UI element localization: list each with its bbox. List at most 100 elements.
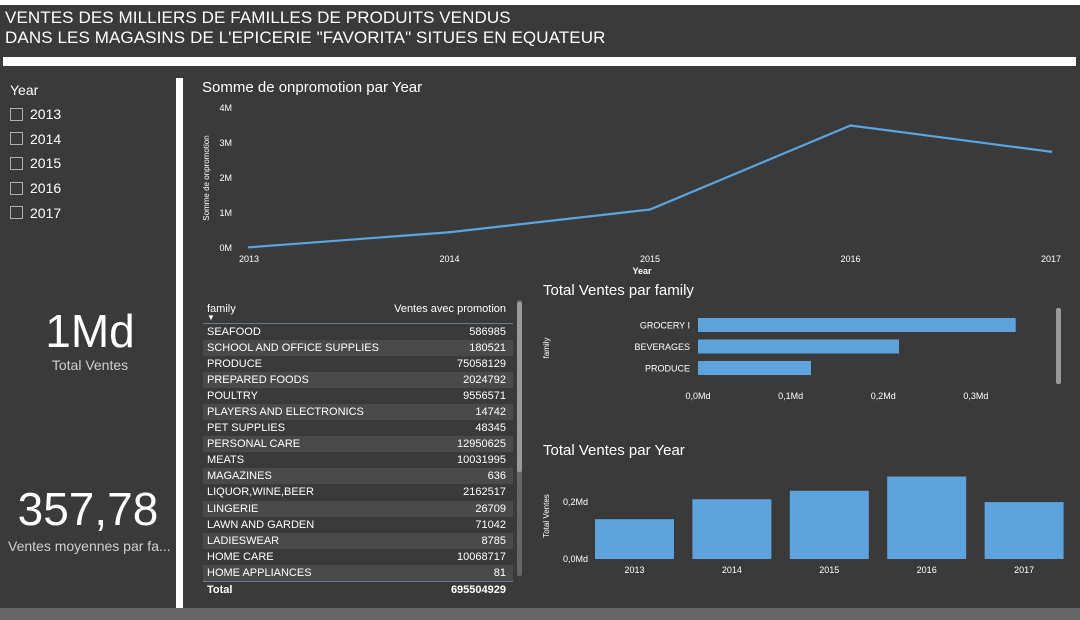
table-row[interactable]: MEATS 10031995	[203, 452, 513, 468]
table-row[interactable]: PERSONAL CARE 12950625	[203, 436, 513, 453]
table-row[interactable]: PREPARED FOODS 2024792	[203, 372, 513, 389]
data-point	[648, 208, 652, 211]
checkbox-icon[interactable]	[10, 181, 23, 195]
year-slicer: Year 2013 2014 2015 2016 2017	[10, 82, 160, 225]
table-row[interactable]: PRODUCE 75058129	[203, 356, 513, 372]
report-title-line-1: VENTES DES MILLIERS DE FAMILLES DE PRODU…	[5, 8, 511, 27]
table-cell-ventes: 2024792	[463, 374, 506, 387]
table-cell-ventes: 81	[493, 566, 506, 579]
data-point	[1049, 150, 1053, 153]
x-tick-label: 0,2Md	[871, 391, 896, 401]
table-row[interactable]: PET SUPPLIES 48345	[203, 420, 513, 436]
checkbox-icon[interactable]	[10, 156, 23, 170]
column-header-family[interactable]: family	[207, 303, 236, 315]
y-axis-title: Somme de onpromotion	[202, 135, 211, 220]
slicer-item-2016[interactable]: 2016	[10, 176, 160, 201]
table-row[interactable]: MAGAZINES 636	[203, 468, 513, 485]
table-cell-family: HOME APPLIANCES	[207, 566, 312, 579]
table-total-label: Total	[207, 583, 233, 596]
table-row[interactable]: PLAYERS AND ELECTRONICS 14742	[203, 404, 513, 421]
y-tick-label: 4M	[219, 103, 232, 113]
checkbox-icon[interactable]	[10, 206, 23, 220]
table-total-row: Total 695504929	[203, 580, 513, 597]
table-scrollbar[interactable]	[517, 300, 522, 576]
x-tick-label: 2015	[819, 565, 839, 575]
category-label: PRODUCE	[645, 364, 690, 374]
table-cell-ventes: 26709	[475, 502, 506, 515]
table-cell-ventes: 10031995	[457, 454, 506, 467]
x-tick-label: 2017	[1014, 565, 1034, 575]
total-ventes-label: Total Ventes	[51, 357, 129, 373]
table-row[interactable]: LINGERIE 26709	[203, 500, 513, 517]
table-cell-family: MEATS	[207, 454, 245, 467]
table-cell-ventes: 10068717	[457, 550, 506, 563]
column-header-ventes-promotion[interactable]: Ventes avec promotion	[394, 303, 506, 315]
table-scrollbar-thumb[interactable]	[517, 302, 522, 472]
table-cell-family: PERSONAL CARE	[207, 438, 301, 451]
slicer-item-2013[interactable]: 2013	[10, 102, 160, 127]
table-cell-ventes: 636	[487, 470, 506, 483]
table-cell-family: PREPARED FOODS	[207, 374, 309, 387]
table-cell-family: PET SUPPLIES	[207, 422, 286, 435]
table-cell-family: LAWN AND GARDEN	[207, 518, 315, 531]
table-row[interactable]: SCHOOL AND OFFICE SUPPLIES 180521	[203, 340, 513, 357]
x-tick-label: 0,3Md	[963, 391, 988, 401]
table-row[interactable]: SEAFOOD 586985	[203, 324, 513, 340]
table-cell-family: SCHOOL AND OFFICE SUPPLIES	[207, 342, 379, 355]
table-cell-ventes: 2162517	[463, 486, 506, 499]
x-tick-label: 0,0Md	[685, 391, 710, 401]
checkbox-icon[interactable]	[10, 107, 23, 121]
checkbox-icon[interactable]	[10, 132, 23, 146]
y-tick-label: 0,2Md	[563, 497, 588, 507]
slicer-item-2015[interactable]: 2015	[10, 151, 160, 176]
promo-series-line	[248, 124, 1052, 249]
family-bar-chart-title: Total Ventes par family	[543, 282, 694, 299]
table-cell-ventes: 8785	[481, 534, 506, 547]
year-bar	[595, 519, 674, 559]
vertical-divider	[176, 78, 183, 608]
report-title: VENTES DES MILLIERS DE FAMILLES DE PRODU…	[5, 8, 606, 48]
table-cell-family: PLAYERS AND ELECTRONICS	[207, 406, 364, 419]
x-axis-title: Year	[632, 266, 652, 276]
slicer-item-label: 2017	[30, 204, 62, 221]
x-tick-label: 2017	[1041, 254, 1061, 264]
ventes-moyennes-label: Ventes moyennes par fa...	[8, 538, 171, 554]
year-bar	[789, 490, 869, 559]
report-title-line-2: DANS LES MAGASINS DE L'EPICERIE "FAVORIT…	[5, 28, 606, 47]
page-footer-bar	[0, 608, 1080, 620]
category-label: BEVERAGES	[634, 342, 690, 352]
category-label: GROCERY I	[640, 321, 690, 331]
table-row[interactable]: POULTRY 9556571	[203, 388, 513, 404]
slicer-item-label: 2014	[30, 130, 62, 147]
table-cell-ventes: 180521	[469, 342, 506, 355]
table-cell-family: SEAFOOD	[207, 326, 261, 338]
table-cell-family: POULTRY	[207, 390, 258, 403]
y-axis-title: family	[542, 338, 551, 359]
table-row[interactable]: LAWN AND GARDEN 71042	[203, 517, 513, 533]
table-row[interactable]: HOME CARE 10068717	[203, 549, 513, 565]
promo-line-chart-title: Somme de onpromotion par Year	[202, 79, 423, 96]
table-cell-ventes: 586985	[469, 326, 506, 338]
table-cell-ventes: 12950625	[457, 438, 506, 451]
slicer-item-label: 2016	[30, 180, 62, 197]
table-row[interactable]: HOME APPLIANCES 81	[203, 564, 513, 581]
table-header: family ▼ Ventes avec promotion	[203, 300, 513, 324]
year-bar	[887, 476, 967, 559]
x-tick-label: 2016	[917, 565, 937, 575]
table-row[interactable]: LADIESWEAR 8785	[203, 532, 513, 549]
x-tick-label: 2014	[439, 254, 459, 264]
table-cell-ventes: 9556571	[463, 390, 506, 403]
x-tick-label: 2015	[640, 254, 660, 264]
data-point	[849, 124, 852, 127]
slicer-item-label: 2013	[30, 106, 62, 123]
sort-descending-icon[interactable]: ▼	[207, 313, 215, 322]
slicer-title: Year	[10, 82, 39, 98]
data-point	[247, 246, 251, 249]
slicer-item-2014[interactable]: 2014	[10, 127, 160, 152]
x-tick-label: 2016	[840, 254, 860, 264]
table-row[interactable]: LIQUOR,WINE,BEER 2162517	[203, 484, 513, 500]
header-divider	[3, 57, 1076, 66]
table-cell-family: MAGAZINES	[207, 470, 272, 483]
slicer-item-2017[interactable]: 2017	[10, 200, 160, 225]
table-cell-family: PRODUCE	[207, 358, 263, 371]
